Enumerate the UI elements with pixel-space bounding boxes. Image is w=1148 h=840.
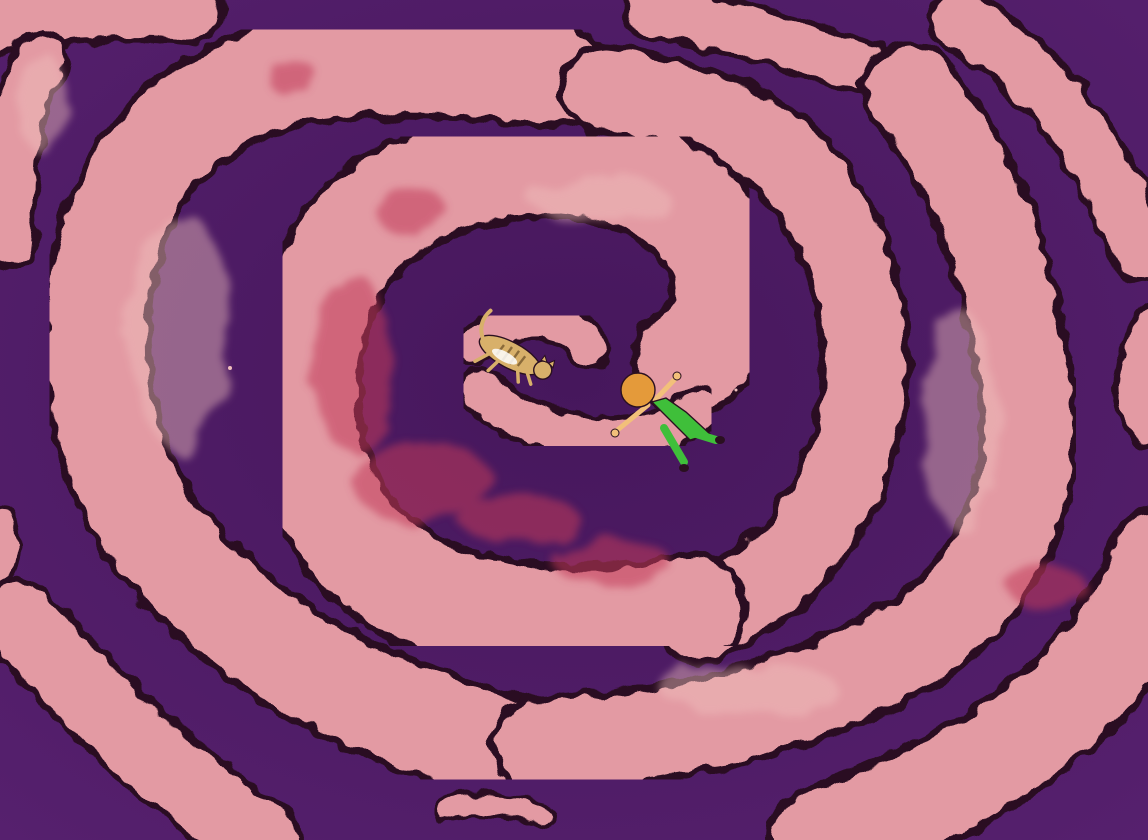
spiral-band-outer [40,7,1080,798]
speck [734,388,738,392]
watercolor-blotches [265,57,1090,610]
cat-icon [473,308,556,386]
spiral-band-inner [454,300,724,464]
speck [228,366,232,370]
child-icon [610,371,725,472]
spiral-band-middle [244,101,787,682]
watercolor-highlights [15,50,1000,715]
